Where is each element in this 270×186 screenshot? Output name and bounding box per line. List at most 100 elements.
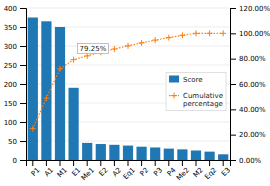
axis-line: [231, 9, 237, 161]
y2-tick: 40.00%: [230, 106, 266, 114]
y2-tick: 0.00%: [230, 157, 262, 165]
tick-label: 20.00%: [239, 131, 266, 139]
x-tick: P1: [30, 160, 42, 178]
marker: [179, 32, 185, 38]
y-tick: 400: [4, 5, 26, 13]
tick-label: 120.00%: [239, 5, 270, 13]
bar: [41, 21, 51, 160]
tick-label: 100.00%: [239, 30, 270, 38]
tick-mark: [73, 160, 74, 166]
marker: [193, 30, 199, 36]
legend-label: Cumulativepercentage: [183, 92, 223, 108]
tick-mark: [230, 59, 236, 60]
bar: [191, 151, 201, 161]
tick-mark: [114, 160, 115, 166]
tick-label: M1: [56, 166, 69, 179]
tick-label: 50: [8, 138, 17, 146]
grid-line: [26, 8, 230, 9]
legend: Score Cumulativepercentage: [166, 73, 226, 111]
marker: [139, 40, 145, 46]
tick-label: E3: [220, 166, 232, 178]
x-tick: E3: [220, 160, 232, 178]
tick-label: Eq1: [122, 166, 137, 181]
y2-tick: 20.00%: [230, 131, 266, 139]
tick-mark: [20, 141, 26, 142]
tick-mark: [209, 160, 210, 166]
markers: [30, 30, 226, 131]
axis-line: [20, 9, 27, 161]
bar: [150, 147, 160, 160]
tick-label: 80.00%: [239, 55, 266, 63]
bar: [96, 144, 106, 160]
tick-mark: [230, 109, 236, 110]
tick-mark: [20, 27, 26, 28]
tick-label: Me1: [80, 166, 96, 182]
x-tick: Me1: [80, 160, 96, 182]
marker: [43, 95, 49, 101]
legend-marker: [171, 93, 177, 99]
tick-mark: [230, 135, 236, 136]
marker: [166, 35, 172, 41]
tick-label: Eq2: [203, 166, 218, 181]
tick-label: E2: [98, 166, 110, 178]
tick-label: P3: [152, 166, 164, 178]
y2-tick: 120.00%: [230, 5, 270, 13]
tick-label: 150: [4, 100, 17, 108]
tick-mark: [20, 8, 26, 9]
x-tick: Me2: [175, 160, 191, 182]
y2-tick: 80.00%: [230, 55, 266, 63]
bar: [177, 149, 187, 160]
legend-item: Cumulativepercentage: [169, 92, 223, 108]
tick-mark: [32, 160, 33, 166]
annotation-box: [78, 44, 109, 54]
tick-mark: [155, 160, 156, 166]
bar: [109, 145, 119, 160]
x-tick: M1: [56, 160, 69, 179]
tick-mark: [87, 160, 88, 166]
tick-label: M2: [192, 166, 205, 179]
x-tick: E2: [98, 160, 110, 178]
marks: [28, 18, 229, 161]
y-tick: 200: [4, 81, 26, 89]
legend-box: [166, 73, 226, 111]
tick-label: 60.00%: [239, 81, 266, 89]
tick-mark: [20, 103, 26, 104]
marker: [207, 30, 213, 36]
tick-label: 100: [4, 119, 17, 127]
tick-label: 0.00%: [239, 157, 262, 165]
y-tick: 150: [4, 100, 26, 108]
legend-item: Score: [169, 76, 203, 84]
tick-label: 40.00%: [239, 106, 266, 114]
tick-mark: [20, 65, 26, 66]
bar: [55, 27, 65, 160]
tick-label: 200: [4, 81, 17, 89]
tick-mark: [182, 160, 183, 166]
tick-label: 250: [4, 62, 17, 70]
line: [33, 33, 223, 128]
y-tick: 50: [8, 138, 26, 146]
axis-line: [27, 161, 231, 167]
tick-label: P1: [30, 166, 42, 178]
marker: [220, 30, 226, 36]
bar: [164, 149, 174, 160]
tick-mark: [20, 160, 26, 161]
annotation-text: 79.25%: [80, 45, 107, 53]
y2-tick: 60.00%: [230, 81, 266, 89]
tick-mark: [196, 160, 197, 166]
bar: [218, 154, 228, 160]
tick-mark: [230, 8, 236, 9]
marker: [111, 46, 117, 52]
tick-label: A1: [43, 166, 55, 178]
y-tick: 350: [4, 24, 26, 32]
bar: [205, 152, 215, 160]
tick-mark: [230, 84, 236, 85]
marker: [71, 57, 77, 63]
x-tick: Eq1: [122, 160, 137, 181]
plot: P1A1M1E1Me1E2A2Eq1P2P3P4Me2M2Eq2E3050100…: [4, 5, 270, 182]
tick-label: 300: [4, 43, 17, 51]
tick-mark: [60, 160, 61, 166]
grid: [26, 8, 230, 160]
y-axis: 050100150200250300350400: [4, 5, 27, 165]
tick-label: Me2: [175, 166, 191, 182]
chart: P1A1M1E1Me1E2A2Eq1P2P3P4Me2M2Eq2E3050100…: [0, 0, 270, 186]
